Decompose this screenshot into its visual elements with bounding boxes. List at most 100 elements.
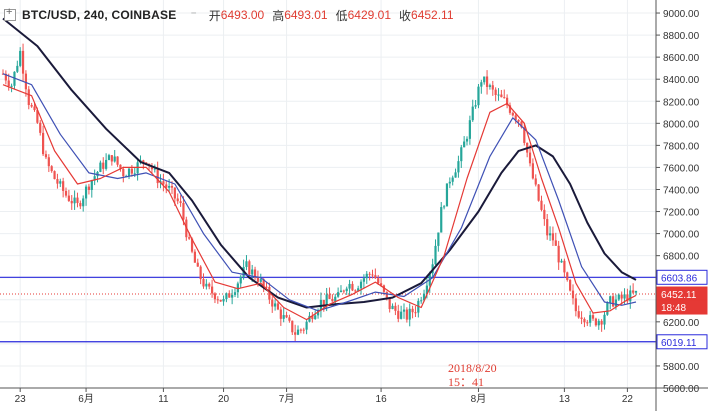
high-label: 高 bbox=[272, 8, 285, 23]
price-tick-label: 5800.00 bbox=[663, 362, 700, 373]
candle-body bbox=[348, 283, 351, 289]
candle-body bbox=[265, 286, 268, 288]
candle-body bbox=[551, 233, 555, 241]
candle-body bbox=[113, 156, 116, 162]
price-tick-label: 6800.00 bbox=[663, 252, 700, 263]
candle-body bbox=[193, 251, 197, 263]
candle-body bbox=[503, 97, 506, 99]
candle-body bbox=[30, 105, 33, 107]
candle-body bbox=[491, 85, 494, 90]
candle-body bbox=[554, 240, 557, 246]
candle-body bbox=[359, 281, 363, 289]
close-label: 收 bbox=[399, 8, 412, 23]
candle-body bbox=[56, 179, 59, 184]
candle-body bbox=[488, 85, 492, 87]
low-value: 6429.01 bbox=[347, 8, 391, 22]
symbol-title[interactable]: BTC/USD, 240, COINBASE bbox=[22, 8, 177, 22]
candle-body bbox=[571, 290, 575, 299]
candle-body bbox=[16, 65, 19, 72]
resistance-price-tag: 6603.86 bbox=[661, 273, 698, 284]
candle-body bbox=[408, 308, 411, 320]
candle-body bbox=[477, 86, 480, 106]
candle-body bbox=[59, 181, 62, 184]
price-tick-label: 7400.00 bbox=[663, 185, 700, 196]
candle-body bbox=[597, 320, 600, 326]
candle-body bbox=[19, 50, 22, 66]
ma-slow-line bbox=[2, 17, 637, 309]
moving-averages bbox=[2, 17, 637, 321]
candle-body bbox=[213, 293, 217, 300]
candle-body bbox=[282, 315, 285, 319]
candle-body bbox=[27, 89, 30, 106]
candle-body bbox=[41, 132, 45, 155]
candle-body bbox=[557, 245, 560, 263]
annotation-time: 15：41 bbox=[448, 375, 485, 389]
candle-body bbox=[440, 207, 443, 233]
horizontal-levels[interactable] bbox=[0, 276, 656, 343]
candle-body bbox=[425, 285, 429, 294]
candle-body bbox=[331, 298, 334, 302]
candle-body bbox=[560, 260, 563, 263]
candle-body bbox=[153, 168, 156, 170]
time-tick-label: 8月 bbox=[471, 393, 487, 405]
candle-body bbox=[457, 161, 460, 173]
candle-body bbox=[302, 329, 305, 331]
candle-body bbox=[586, 322, 589, 324]
candle-body bbox=[168, 186, 171, 188]
candle-body bbox=[422, 293, 426, 301]
candle-body bbox=[188, 237, 191, 239]
candle-body bbox=[10, 85, 13, 87]
candle-body bbox=[548, 233, 552, 236]
candle-body bbox=[84, 186, 88, 199]
candle-body bbox=[116, 156, 119, 165]
bar-countdown-tag: 18:48 bbox=[661, 303, 686, 314]
candle-body bbox=[632, 290, 635, 293]
candle-body bbox=[216, 299, 219, 301]
candle-body bbox=[4, 73, 7, 81]
candle-body bbox=[354, 290, 357, 292]
candle-body bbox=[385, 291, 388, 298]
candle-body bbox=[190, 238, 194, 252]
time-axis[interactable]: 23 6月 11 20 7月 16 8月 13 22 bbox=[0, 387, 708, 405]
candle-body bbox=[62, 181, 65, 191]
price-tick-label: 7600.00 bbox=[663, 163, 700, 174]
candle-body bbox=[574, 298, 577, 312]
candle-body bbox=[53, 171, 56, 180]
candle-body bbox=[357, 288, 360, 291]
candle-body bbox=[603, 314, 606, 325]
collapse-toggle-icon[interactable] bbox=[4, 6, 16, 21]
candle-body bbox=[371, 274, 374, 276]
candle-body bbox=[36, 110, 39, 123]
caret-icon[interactable]: ⁻ bbox=[190, 8, 197, 22]
candle-body bbox=[7, 80, 10, 87]
candle-body bbox=[33, 106, 36, 111]
price-tick-label: 7200.00 bbox=[663, 208, 700, 219]
high-value: 6493.01 bbox=[284, 8, 328, 22]
time-tick-label: 22 bbox=[622, 394, 634, 405]
candle-body bbox=[222, 299, 225, 302]
low-label: 低 bbox=[335, 8, 348, 23]
candle-body bbox=[534, 178, 537, 185]
candle-body bbox=[93, 176, 96, 181]
candle-body bbox=[497, 94, 500, 96]
candle-body bbox=[483, 76, 486, 83]
candle-body bbox=[173, 187, 176, 199]
candle-body bbox=[437, 232, 440, 246]
candle-body bbox=[377, 278, 380, 284]
candle-body bbox=[248, 261, 251, 275]
candle-body bbox=[105, 159, 108, 169]
candle-body bbox=[21, 50, 25, 74]
candle-body bbox=[506, 97, 509, 106]
candle-body bbox=[279, 309, 282, 319]
candle-body bbox=[325, 294, 328, 306]
candle-body bbox=[583, 318, 586, 323]
candle-body bbox=[405, 309, 408, 320]
candle-body bbox=[611, 296, 615, 307]
candle-body bbox=[566, 272, 569, 280]
candle-body bbox=[182, 202, 185, 220]
candle-body bbox=[494, 89, 497, 95]
candle-body bbox=[253, 269, 257, 278]
